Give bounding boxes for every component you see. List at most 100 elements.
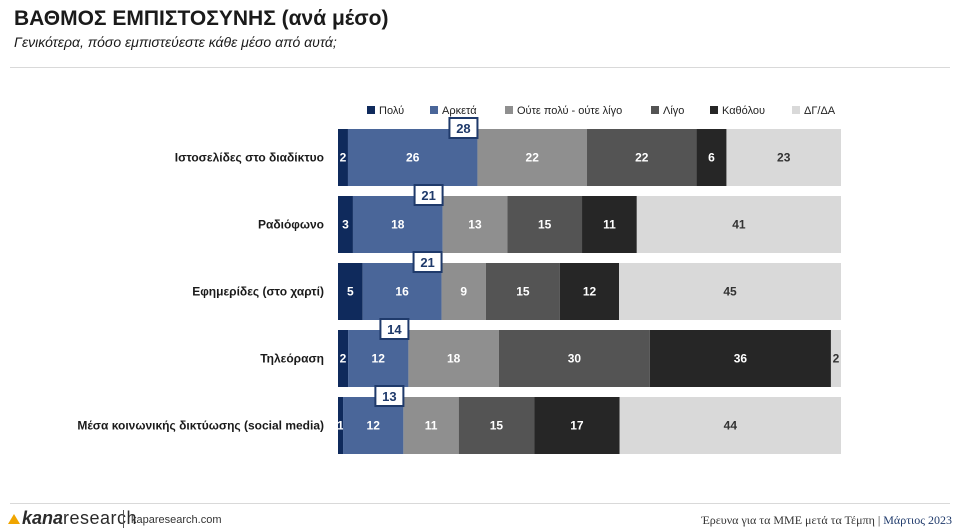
- category-label-3: Τηλεόραση: [260, 352, 324, 366]
- bar-label-4-4: 17: [570, 419, 584, 433]
- trust-total-value-3: 14: [387, 322, 402, 337]
- bar-label-4-5: 44: [724, 419, 738, 433]
- bar-0-λίγο: [587, 129, 697, 186]
- bar-label-4-2: 11: [425, 419, 438, 433]
- page-subtitle: Γενικότερα, πόσο εμπιστεύεστε κάθε μέσο …: [14, 34, 337, 50]
- category-label-2: Εφημερίδες (στο χαρτί): [192, 285, 324, 299]
- footer-survey-info: Έρευνα για τα ΜΜΕ μετά τα Τέμπη | Μάρτιο…: [701, 513, 952, 528]
- bar-label-3-2: 18: [447, 352, 461, 366]
- bar-4-ούτε-πολύ-ούτε-λίγο: [403, 397, 459, 454]
- legend-label-0: Πολύ: [379, 105, 404, 117]
- trust-total-box-2: [412, 251, 443, 273]
- bar-4-δγ-δα: [619, 397, 841, 454]
- trust-total-callout-2: 21: [412, 251, 443, 273]
- bar-label-0-4: 6: [708, 151, 715, 165]
- bar-2-δγ-δα: [619, 263, 841, 320]
- page-title: ΒΑΘΜΟΣ ΕΜΠΙΣΤΟΣΥΝΗΣ (ανά μέσο): [14, 7, 389, 30]
- trust-total-box-1: [413, 184, 444, 206]
- legend-swatch-0: [367, 106, 375, 114]
- bar-4-πολύ: [338, 397, 344, 454]
- stacked-bar-chart: Πολύ Αρκετά Ούτε πολύ - ούτε λίγο Λίγο Καθόλ…: [77, 105, 841, 454]
- kana-research-logo: kanaresearch: [8, 508, 137, 529]
- legend-label-1: Αρκετά: [442, 105, 477, 117]
- footer-survey-name: Έρευνα για τα ΜΜΕ μετά τα Τέμπη: [701, 513, 875, 527]
- footer-url[interactable]: kaparesearch.com: [131, 514, 222, 526]
- bar-3-λίγο: [498, 330, 650, 387]
- bar-3-δγ-δα: [830, 330, 841, 387]
- footer-date: Μάρτιος 2023: [883, 513, 952, 527]
- legend-item-0: Πολύ: [367, 105, 404, 117]
- bar-label-0-3: 22: [635, 151, 649, 165]
- legend-item-4: Καθόλου: [710, 105, 765, 117]
- legend-swatch-5: [792, 106, 800, 114]
- trust-total-callout-4: 13: [374, 385, 405, 407]
- legend-label-4: Καθόλου: [722, 105, 765, 117]
- bar-label-1-2: 13: [468, 218, 482, 232]
- legend-item-2: Ούτε πολύ - ούτε λίγο: [505, 105, 622, 117]
- bar-4-καθόλου: [534, 397, 620, 454]
- bar-label-3-3: 30: [568, 352, 582, 366]
- footer-divider: [10, 503, 950, 504]
- bar-3-ούτε-πολύ-ούτε-λίγο: [408, 330, 499, 387]
- bar-label-2-4: 12: [583, 285, 597, 299]
- bar-label-4-1: 12: [367, 419, 381, 433]
- bar-0-δγ-δα: [726, 129, 841, 186]
- bar-label-0-5: 23: [777, 151, 791, 165]
- trust-total-callout-3: 14: [379, 318, 410, 340]
- bar-label-1-4: 11: [603, 218, 616, 232]
- bar-0-πολύ: [338, 129, 348, 186]
- header-divider: [10, 67, 950, 68]
- bar-2-λίγο: [485, 263, 560, 320]
- logo-kana-text: kana: [22, 508, 64, 528]
- legend-item-5: ΔΓ/ΔΑ: [792, 105, 836, 117]
- bar-3-πολύ: [338, 330, 349, 387]
- bar-0-ούτε-πολύ-ούτε-λίγο: [477, 129, 588, 186]
- trust-total-value-0: 28: [456, 121, 470, 136]
- bar-1-ούτε-πολύ-ούτε-λίγο: [442, 196, 508, 253]
- bar-1-δγ-δα: [636, 196, 841, 253]
- bar-label-1-1: 18: [391, 218, 405, 232]
- bar-label-1-3: 15: [538, 218, 552, 232]
- category-label-4: Μέσα κοινωνικής δικτύωσης (social media): [77, 419, 324, 433]
- bar-0-καθόλου: [696, 129, 727, 186]
- bar-label-0-1: 26: [406, 151, 420, 165]
- trust-total-box-3: [379, 318, 410, 340]
- footer-separator-line: [123, 510, 124, 528]
- bar-label-2-3: 15: [516, 285, 530, 299]
- footer-separator: |: [877, 513, 881, 527]
- trust-total-callout-1: 21: [413, 184, 444, 206]
- legend-swatch-1: [430, 106, 438, 114]
- trust-total-value-4: 13: [382, 389, 396, 404]
- bar-label-4-3: 15: [490, 419, 504, 433]
- bar-1-λίγο: [507, 196, 583, 253]
- legend-label-5: ΔΓ/ΔΑ: [804, 105, 836, 117]
- logo-triangle-icon: [8, 514, 20, 525]
- legend-label-2: Ούτε πολύ - ούτε λίγο: [517, 105, 622, 117]
- bar-label-2-2: 9: [460, 285, 467, 299]
- trust-total-box-0: [448, 117, 479, 139]
- bar-2-πολύ: [338, 263, 363, 320]
- legend-item-1: Αρκετά: [430, 105, 477, 117]
- legend-swatch-3: [651, 106, 659, 114]
- bar-label-0-2: 22: [526, 151, 540, 165]
- bar-3-καθόλου: [649, 330, 831, 387]
- trust-total-callout-0: 28: [448, 117, 479, 139]
- bar-label-2-0: 5: [347, 285, 354, 299]
- bar-label-3-5: 2: [833, 352, 840, 366]
- bar-4-λίγο: [458, 397, 535, 454]
- trust-total-value-2: 21: [420, 255, 434, 270]
- category-label-1: Ραδιόφωνο: [258, 218, 324, 232]
- legend-item-3: Λίγο: [651, 105, 684, 117]
- bar-label-2-1: 16: [395, 285, 409, 299]
- bar-1-πολύ: [338, 196, 353, 253]
- bar-label-0-0: 2: [340, 151, 347, 165]
- trust-total-box-4: [374, 385, 405, 407]
- trust-total-value-1: 21: [421, 188, 435, 203]
- legend-label-3: Λίγο: [663, 105, 684, 117]
- bar-label-3-4: 36: [734, 352, 748, 366]
- bar-1-καθόλου: [582, 196, 637, 253]
- bar-label-2-5: 45: [723, 285, 737, 299]
- bar-label-3-0: 2: [340, 352, 347, 366]
- legend-swatch-4: [710, 106, 718, 114]
- bar-2-καθόλου: [559, 263, 620, 320]
